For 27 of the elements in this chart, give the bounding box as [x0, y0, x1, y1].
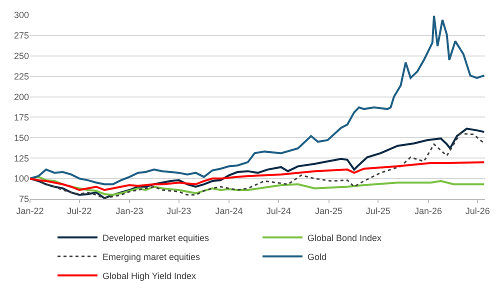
y-tick-label: 300	[14, 10, 29, 20]
y-tick-label: 250	[14, 51, 29, 62]
x-tick-label: Jan-24	[215, 206, 243, 216]
legend-label: Emerging maret equities	[102, 252, 201, 262]
x-tick-label: Jul-24	[266, 206, 291, 216]
x-tick-label: Jan-26	[414, 206, 442, 216]
y-tick-label: 100	[14, 174, 29, 184]
line-series	[30, 15, 485, 186]
x-tick-label: Jan-25	[315, 206, 343, 216]
legend-label: Developed market equities	[102, 232, 210, 243]
x-tick-label: Jul-26	[465, 206, 490, 216]
x-tick-label: Jul-25	[366, 206, 390, 216]
y-tick-label: 275	[14, 30, 29, 41]
x-tick-label: Jul-22	[67, 206, 92, 216]
y-tick-label: 200	[14, 92, 29, 102]
x-tick-label: Jul-23	[166, 206, 192, 216]
y-tick-label: 150	[14, 132, 29, 143]
legend-label: Global High Yield Index	[102, 270, 197, 281]
y-tick-label: 175	[14, 112, 29, 122]
legend-label: Global Bond Index	[308, 232, 382, 243]
legend-label: Gold	[308, 252, 327, 262]
x-tick-label: Jan-22	[16, 206, 44, 216]
line-series	[30, 161, 485, 191]
y-tick-label: 75	[18, 194, 29, 204]
x-tick-label: Jan-23	[116, 206, 144, 216]
y-tick-label: 225	[14, 71, 29, 82]
y-tick-label: 125	[14, 153, 29, 164]
